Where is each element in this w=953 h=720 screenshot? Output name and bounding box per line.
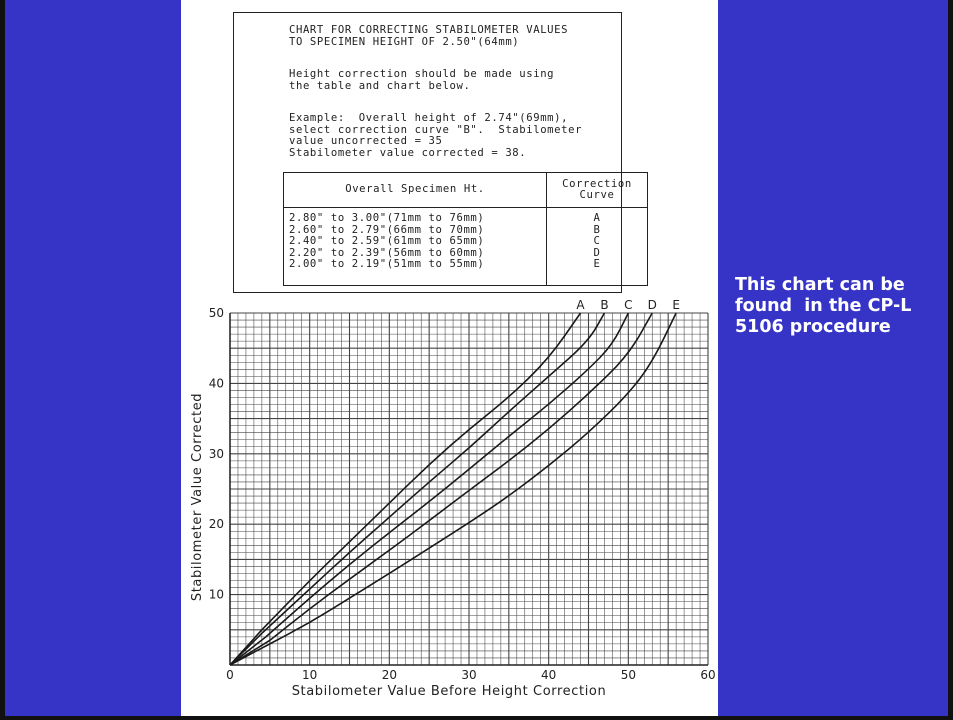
curve-a (229, 312, 582, 666)
x-axis-label: Stabilometer Value Before Height Correct… (292, 684, 607, 699)
header-box: CHART FOR CORRECTING STABILOMETER VALUES… (233, 12, 648, 293)
table-row: 2.60" to 2.79"(66mm to 70mm) (289, 223, 485, 236)
curve-letter: E (593, 258, 601, 270)
y-tick-label: 20 (209, 517, 224, 531)
height-ranges-cell: 2.80" to 3.00"(71mm to 76mm) 2.60" to 2.… (283, 207, 547, 286)
x-tick-label: 50 (621, 668, 636, 682)
chart-document: CHART FOR CORRECTING STABILOMETER VALUES… (181, 0, 718, 716)
curve-d (229, 312, 653, 666)
major-grid (229, 312, 709, 666)
correction-curves: A B C D E (229, 298, 680, 666)
table-header-row: Overall Specimen Ht. Correction Curve (283, 172, 648, 208)
x-tick-label: 10 (302, 668, 317, 682)
side-note-text: This chart can be found in the CP-L 5106… (735, 275, 912, 337)
curve-letters-cell: A B C D E (546, 207, 648, 286)
y-tick-labels: 10 20 30 40 50 (209, 306, 224, 602)
curve-letter: D (593, 246, 601, 259)
table-body-row: 2.80" to 3.00"(71mm to 76mm) 2.60" to 2.… (283, 207, 648, 286)
x-tick-label: 20 (382, 668, 397, 682)
instruction-text: Height correction should be made using t… (289, 68, 555, 92)
y-tick-label: 50 (209, 306, 224, 320)
curve-b (229, 312, 606, 666)
x-tick-label: 30 (461, 668, 476, 682)
curve-label-e: E (672, 298, 680, 312)
x-tick-label: 0 (226, 668, 234, 682)
table-row: 2.20" to 2.39"(56mm to 60mm) (289, 246, 485, 259)
curve-label-a: A (576, 298, 585, 312)
curve-e (229, 312, 677, 666)
column-header-height: Overall Specimen Ht. (283, 172, 547, 208)
curve-letter: A (593, 212, 601, 224)
correction-chart: A B C D E 0 10 20 30 40 50 60 10 20 30 40 50 Stabilome… (190, 298, 716, 699)
curve-label-c: C (624, 298, 632, 312)
y-tick-label: 10 (209, 588, 224, 602)
table-row: 2.00" to 2.19"(51mm to 55mm) (289, 258, 485, 270)
curve-letter: B (593, 223, 601, 236)
example-text: Example: Overall height of 2.74"(69mm), … (289, 112, 583, 159)
column-header-curve: Correction Curve (546, 172, 648, 208)
x-tick-label: 40 (541, 668, 556, 682)
table-row: 2.80" to 3.00"(71mm to 76mm) (289, 212, 485, 224)
x-tick-label: 60 (700, 668, 715, 682)
table-row: 2.40" to 2.59"(61mm to 65mm) (289, 235, 485, 247)
y-tick-label: 40 (209, 376, 224, 390)
curve-letter: C (593, 235, 601, 247)
y-axis-label: Stabilometer Value Corrected (190, 393, 205, 601)
side-note: This chart can be found in the CP-L 5106… (735, 275, 953, 338)
axes (229, 313, 708, 666)
correction-table: Overall Specimen Ht. Correction Curve 2.… (283, 172, 648, 286)
y-tick-label: 30 (209, 447, 224, 461)
curve-label-d: D (648, 298, 657, 312)
curve-c (229, 312, 630, 666)
x-tick-labels: 0 10 20 30 40 50 60 (226, 668, 715, 682)
document-title: CHART FOR CORRECTING STABILOMETER VALUES… (289, 24, 569, 48)
curve-label-b: B (600, 298, 608, 312)
